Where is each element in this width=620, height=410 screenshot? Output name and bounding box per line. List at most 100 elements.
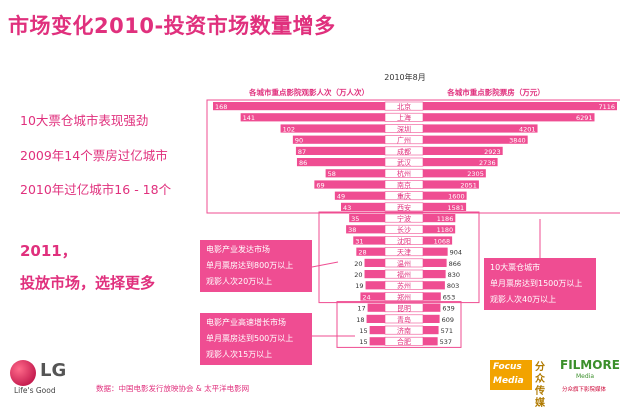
boxoffice-value-label: 904 <box>450 249 462 257</box>
boxoffice-bar <box>423 225 456 234</box>
city-label: 成都 <box>397 147 411 156</box>
city-cell <box>384 135 424 145</box>
tier-frames <box>206 99 620 348</box>
viewers-value-label: 102 <box>283 125 295 133</box>
boxoffice-bar <box>423 314 440 323</box>
boxoffice-value-label: 6291 <box>576 114 593 122</box>
city-cell <box>384 101 424 111</box>
viewers-bar <box>364 270 385 279</box>
city-label: 杭州 <box>397 169 411 178</box>
viewers-value-label: 49 <box>337 193 345 201</box>
viewers-value-label: 141 <box>243 114 255 122</box>
boxoffice-bar <box>423 102 617 111</box>
boxoffice-value-label: 639 <box>442 305 454 313</box>
bullet-top10: 10大票仓城市表现强劲 <box>20 113 149 128</box>
city-label: 西安 <box>397 203 411 212</box>
boxoffice-value-label: 609 <box>442 316 454 324</box>
boxoffice-bar <box>423 337 438 346</box>
boxoffice-bar <box>423 247 448 256</box>
viewers-bar <box>213 102 385 111</box>
city-cell <box>384 213 424 223</box>
city-cell <box>384 325 424 335</box>
city-label: 天津 <box>397 249 411 257</box>
right-chart-title: 各城市重点影院票房（万元） <box>446 87 545 97</box>
top10-box-line: 观影人次40万以上 <box>490 295 557 304</box>
city-cell <box>384 157 424 167</box>
boxoffice-bar <box>423 146 503 155</box>
city-cell <box>384 269 424 279</box>
boxoffice-bar <box>423 326 439 335</box>
top10-cities-box: 10大票仓城市 单月票房达到1500万以上 观影人次40万以上 <box>484 258 596 310</box>
viewers-bar <box>292 135 385 144</box>
viewers-value-label: 69 <box>316 181 324 189</box>
boxoffice-bar <box>423 158 498 167</box>
boxoffice-value-label: 2305 <box>467 170 484 178</box>
boxoffice-value-label: 571 <box>441 327 453 335</box>
developed-market-box: 电影产业发达市场 单月票房达到800万以上 观影人次20万以上 <box>200 240 312 292</box>
viewers-value-label: 18 <box>356 316 364 324</box>
boxoffice-value-label: 4201 <box>519 125 536 133</box>
boxoffice-value-label: 2923 <box>484 148 501 156</box>
boxoffice-value-label: 537 <box>440 338 452 346</box>
viewers-bar <box>364 258 385 267</box>
city-label: 济南 <box>397 326 411 335</box>
tier-frame <box>318 211 480 304</box>
boxoffice-bar <box>423 214 456 223</box>
viewers-value-label: 17 <box>357 305 365 313</box>
boxoffice-value-label: 3840 <box>509 137 526 145</box>
boxoffice-value-label: 1068 <box>434 237 451 245</box>
city-label: 广州 <box>397 136 411 145</box>
city-cell <box>384 191 424 201</box>
boxoffice-bar <box>423 236 453 245</box>
viewers-bar <box>365 281 385 290</box>
viewers-value-label: 15 <box>359 327 367 335</box>
boxoffice-bar <box>423 202 467 211</box>
big-text-2011: 2011， <box>20 242 77 260</box>
city-label: 温州 <box>397 259 411 268</box>
boxoffice-value-label: 1186 <box>437 215 454 223</box>
connector-developed <box>311 261 339 268</box>
viewers-bar <box>334 191 385 200</box>
filmore-logo: FILMORE <box>560 358 620 372</box>
viewers-bar <box>240 113 385 122</box>
filmore-cn: 分众旗下影院媒体 <box>562 387 607 393</box>
lg-wordmark: LG <box>40 360 67 381</box>
boxoffice-value-label: 2736 <box>479 159 496 167</box>
viewers-bar <box>296 158 385 167</box>
viewers-bar <box>325 169 385 178</box>
city-cell <box>384 180 424 189</box>
viewers-value-label: 35 <box>351 215 359 223</box>
chart-title: 2010年8月 <box>384 72 425 82</box>
viewers-value-label: 43 <box>343 204 351 212</box>
boxoffice-bar <box>423 258 447 267</box>
city-label: 重庆 <box>397 192 411 201</box>
city-cell <box>384 236 424 245</box>
city-label: 武汉 <box>397 158 411 167</box>
viewers-value-label: 86 <box>299 159 307 167</box>
viewers-value-label: 38 <box>348 226 356 234</box>
boxoffice-value-label: 1180 <box>437 226 454 234</box>
focus-media-cn: 分众传媒 <box>535 362 545 409</box>
city-cell <box>384 292 424 301</box>
city-cell <box>384 124 424 133</box>
left-chart-title: 各城市重点影院观影人次（万人次） <box>248 87 369 97</box>
growth-box-line: 电影产业高速增长市场 <box>206 318 286 327</box>
viewers-bar <box>367 303 385 312</box>
city-cell <box>384 336 424 346</box>
viewers-value-label: 20 <box>354 260 362 268</box>
viewers-value-label: 15 <box>359 338 367 346</box>
boxoffice-bar <box>423 124 538 133</box>
boxoffice-value-label: 1600 <box>448 193 465 201</box>
viewers-bar <box>280 124 385 133</box>
viewers-value-label: 168 <box>215 103 227 111</box>
city-label: 长沙 <box>397 225 411 234</box>
city-label: 福州 <box>397 270 411 279</box>
boxoffice-bar <box>423 281 445 290</box>
tier-frame <box>206 99 620 214</box>
top10-box-line: 10大票仓城市 <box>490 263 541 272</box>
top10-box-line: 单月票房达到1500万以上 <box>490 279 583 288</box>
viewers-value-label: 28 <box>358 249 366 257</box>
growth-box-line: 观影人次15万以上 <box>206 350 273 359</box>
lg-tagline: Life's Good <box>14 386 56 395</box>
developed-box-line: 观影人次20万以上 <box>206 277 273 286</box>
